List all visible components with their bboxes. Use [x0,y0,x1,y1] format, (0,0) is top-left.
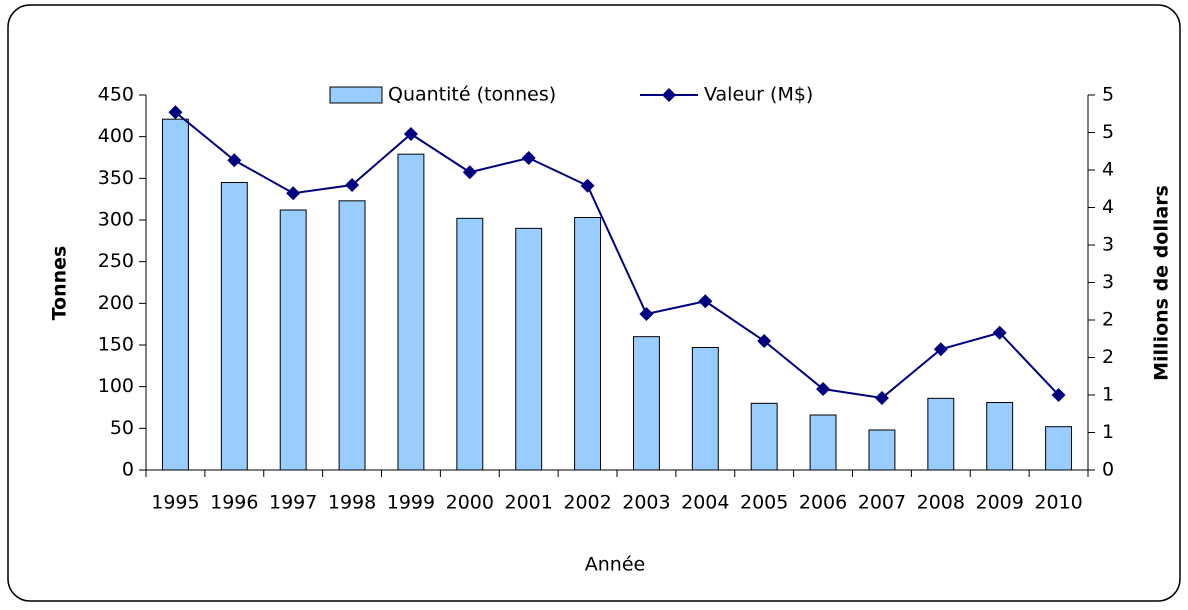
x-tick-label: 2003 [622,492,670,514]
y2-tick-label: 2 [1102,346,1114,368]
bar [161,118,189,471]
legend-marker [662,88,676,102]
y2-tick-label: 3 [1102,271,1114,293]
bar [809,414,837,471]
x-tick-label: 1998 [328,492,376,514]
y2-axis-label: Millions de dollars [1151,185,1173,381]
x-tick-label: 1997 [269,492,317,514]
x-tick-label: 2005 [740,492,788,514]
x-tick-label: 2009 [976,492,1024,514]
bar [515,227,543,471]
y-axis-label: Tonnes [49,246,71,321]
y-tick-label: 450 [98,84,134,106]
bar [397,153,425,471]
line [174,111,1060,400]
bar [632,336,660,471]
y2-tick-label: 1 [1102,421,1114,443]
x-tick-label: 2002 [563,492,611,514]
x-tick-label: 1995 [151,492,199,514]
marker [345,178,360,192]
marker [462,165,477,180]
marker [227,153,242,168]
y2-tick-label: 5 [1102,121,1114,143]
bar [456,217,484,471]
bar [279,209,307,471]
bar [750,402,778,471]
marker [521,151,536,165]
x-tick-label: 2010 [1034,492,1082,514]
bar [1045,426,1073,471]
x-tick-label: 2007 [858,492,906,514]
legend-label: Quantité (tonnes) [388,84,556,106]
y2-tick-label: 3 [1102,234,1114,256]
y2-tick-label: 5 [1102,84,1114,106]
marker [1051,388,1066,402]
marker [816,382,831,396]
x-tick-label: 2000 [446,492,494,514]
y-tick-label: 50 [110,417,134,439]
legend-label: Valeur (M$) [704,84,813,106]
marker [874,391,889,405]
marker [757,334,772,348]
legend-swatch [329,86,383,104]
marker [286,186,301,201]
marker [168,105,183,120]
x-tick-label: 1996 [210,492,258,514]
y2-tick-label: 4 [1102,159,1114,181]
bar [868,429,896,471]
y-tick-label: 400 [98,125,134,147]
y-tick-label: 200 [98,292,134,314]
bar [574,217,602,471]
bar [691,347,719,471]
y-tick-label: 100 [98,375,134,397]
x-tick-label: 2008 [917,492,965,514]
marker [698,294,713,309]
x-tick-label: 1999 [387,492,435,514]
y2-tick-label: 0 [1102,459,1114,481]
y-tick-label: 0 [122,459,134,481]
y2-tick-label: 2 [1102,309,1114,331]
x-tick-label: 2006 [799,492,847,514]
y-tick-label: 150 [98,334,134,356]
x-tick-label: 2001 [505,492,553,514]
marker [933,342,948,357]
y-tick-label: 350 [98,167,134,189]
bar [220,182,248,471]
marker [639,307,654,321]
y2-tick-label: 1 [1102,384,1114,406]
marker [580,178,595,193]
x-axis-label: Année [585,554,645,576]
bar [927,397,955,471]
y-tick-label: 300 [98,209,134,231]
bar [986,402,1014,471]
marker [403,127,418,141]
y2-tick-label: 4 [1102,196,1114,218]
y-tick-label: 250 [98,250,134,272]
x-tick-label: 2004 [681,492,729,514]
bar [338,200,366,471]
marker [992,325,1007,340]
